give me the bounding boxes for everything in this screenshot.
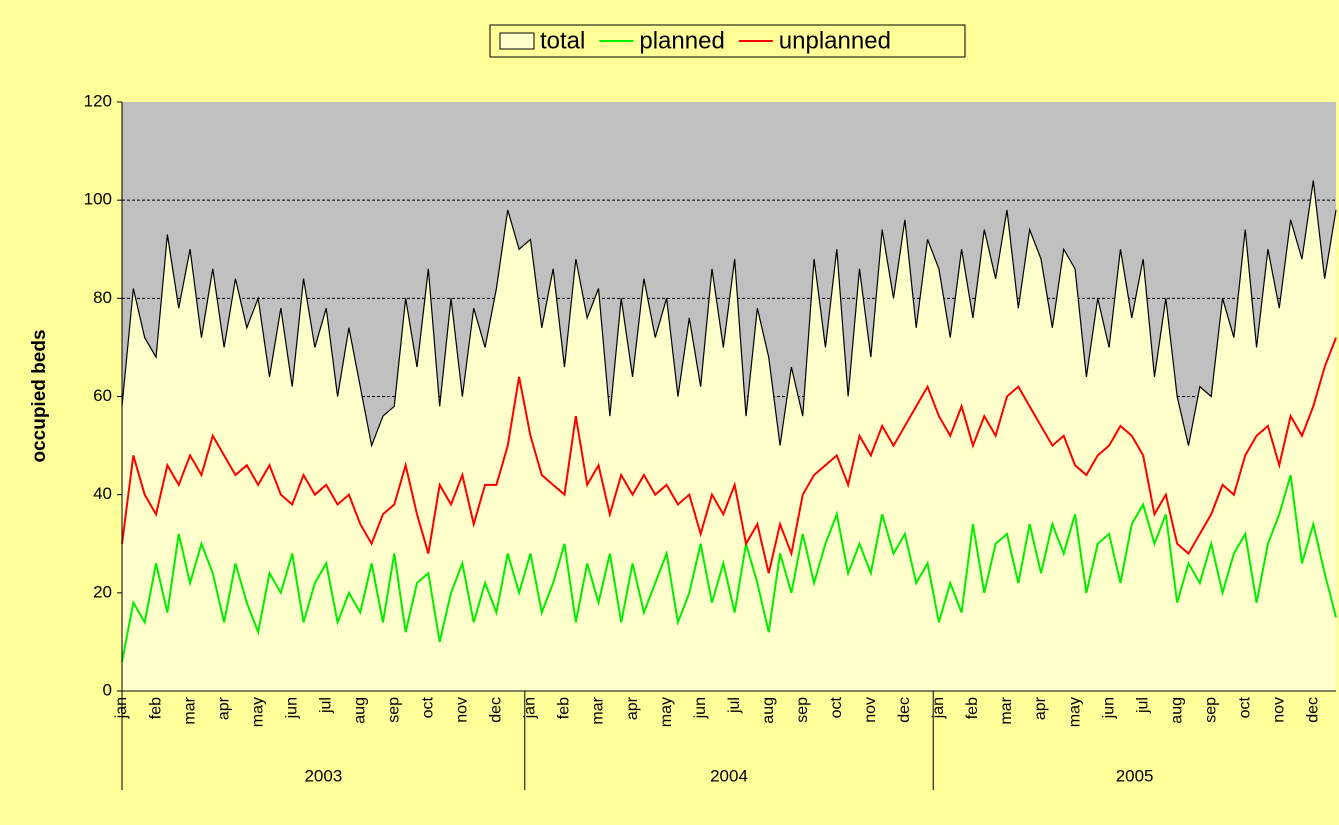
y-tick-label: 20	[93, 582, 112, 601]
x-tick-label: nov	[454, 697, 471, 723]
y-tick-label: 120	[84, 91, 112, 110]
x-tick-label: may	[249, 697, 266, 727]
x-tick-label: nov	[1270, 697, 1287, 723]
x-tick-label: feb	[147, 697, 164, 719]
y-tick-label: 100	[84, 190, 112, 209]
legend-swatch	[499, 32, 535, 50]
y-tick-label: 80	[93, 288, 112, 307]
x-tick-label: sep	[1202, 697, 1219, 723]
x-tick-label: aug	[760, 697, 777, 724]
area	[122, 180, 1336, 691]
x-tick-label: oct	[828, 696, 845, 718]
x-tick-label: may	[1066, 697, 1083, 727]
x-tick-label: aug	[351, 697, 368, 724]
legend-label: unplanned	[779, 27, 891, 54]
x-tick-label: aug	[1168, 697, 1185, 724]
x-tick-label: nov	[862, 697, 879, 723]
x-tick-label: dec	[488, 697, 505, 723]
series-line	[121, 474, 1337, 662]
x-tick-label: jan	[930, 697, 947, 719]
x-tick-label: sep	[386, 697, 403, 723]
x-tick-label: jul	[1134, 697, 1151, 714]
x-tick-label: apr	[624, 696, 641, 720]
y-tick-label: 60	[93, 386, 112, 405]
series-line	[121, 337, 1337, 574]
legend: total planned unplanned	[489, 24, 966, 58]
x-tick-label: feb	[964, 697, 981, 719]
x-group-label: 2004	[710, 766, 748, 785]
x-tick-label: jun	[692, 697, 709, 719]
x-tick-label: mar	[590, 696, 607, 724]
x-tick-label: dec	[896, 697, 913, 723]
x-tick-label: mar	[181, 696, 198, 724]
x-tick-label: jun	[283, 697, 300, 719]
x-tick-label: sep	[794, 697, 811, 723]
x-tick-label: may	[658, 697, 675, 727]
x-tick-label: jul	[317, 697, 334, 714]
y-axis-label: occupied beds	[29, 329, 50, 462]
x-tick-label: apr	[215, 696, 232, 720]
x-tick-label: mar	[998, 696, 1015, 724]
legend-box	[489, 24, 966, 58]
x-tick-label: oct	[420, 696, 437, 718]
y-tick-label: 40	[93, 484, 112, 503]
x-tick-label: jan	[522, 697, 539, 719]
y-tick-label: 0	[103, 680, 112, 699]
x-tick-label: jun	[1100, 697, 1117, 719]
series-line	[121, 180, 1337, 448]
x-tick-label: dec	[1305, 697, 1322, 723]
x-group-label: 2005	[1116, 766, 1154, 785]
x-tick-label: jul	[726, 697, 743, 714]
x-group-label: 2003	[304, 766, 342, 785]
x-tick-label: oct	[1236, 696, 1253, 718]
x-tick-label: apr	[1032, 696, 1049, 720]
legend-label: total	[540, 27, 585, 54]
x-tick-label: feb	[556, 697, 573, 719]
legend-label: planned	[639, 27, 724, 54]
